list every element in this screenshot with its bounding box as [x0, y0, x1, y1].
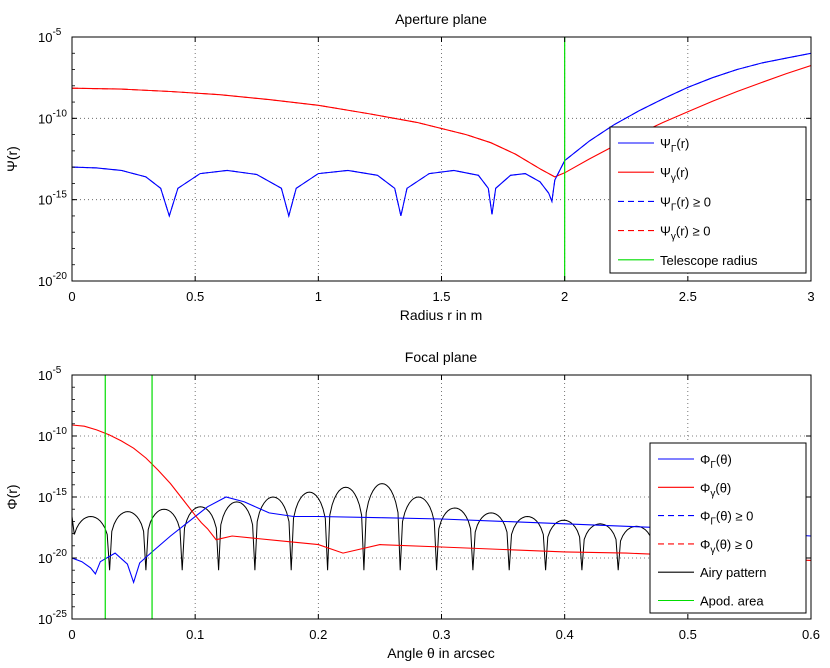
x-tick-label: 1.5 — [432, 289, 450, 304]
legend-box — [609, 126, 807, 274]
legend-label: Apod. area — [700, 594, 764, 609]
legend-box — [649, 442, 807, 614]
x-tick-label: 0.2 — [309, 627, 327, 642]
aperture-x-ticks: 0 0.5 1 1.5 2 2.5 3 — [68, 37, 815, 304]
legend-label: ΨΓ(r) ≥ 0 — [660, 194, 711, 213]
y-tick-label: 10-20 — [38, 271, 67, 289]
focal-chart-title: Focal plane — [405, 349, 478, 365]
legend-label: Telescope radius — [660, 253, 758, 268]
y-tick-label: 10-25 — [38, 609, 67, 627]
aperture-y-label: Ψ(r) — [4, 146, 20, 172]
y-tick-label: 10-15 — [38, 190, 67, 208]
focal-legend: ΦΓ(θ) Φγ(θ) ΦΓ(θ) ≥ 0 Φγ(θ) ≥ 0 Airy pattern… — [649, 442, 807, 614]
x-tick-label: 0.5 — [186, 289, 204, 304]
series-line-3 — [72, 87, 556, 178]
focal-x-label: Angle θ in arcsec — [387, 645, 494, 661]
y-tick-label: 10-5 — [38, 27, 62, 45]
x-tick-label: 0 — [68, 289, 75, 304]
focal-grid — [72, 375, 811, 619]
legend-label: ΦΓ(θ) ≥ 0 — [700, 509, 753, 528]
legend-label: ΦΓ(θ) — [700, 452, 732, 471]
aperture-chart-title: Aperture plane — [395, 11, 487, 27]
x-tick-label: 2 — [561, 289, 568, 304]
x-tick-label: 0.4 — [556, 627, 574, 642]
y-tick-label: 10-15 — [38, 487, 67, 505]
series-line-2 — [72, 52, 811, 218]
x-tick-label: 0 — [68, 627, 75, 642]
aperture-x-label: Radius r in m — [400, 307, 482, 323]
y-tick-label: 10-20 — [38, 548, 67, 566]
focal-y-ticks: 10-5 10-10 10-15 10-20 10-25 — [38, 365, 811, 627]
y-tick-label: 10-5 — [38, 365, 62, 383]
x-tick-label: 0.1 — [186, 627, 204, 642]
x-tick-label: 0.3 — [432, 627, 450, 642]
y-tick-label: 10-10 — [38, 426, 67, 444]
focal-y-label: Φ(r) — [4, 484, 20, 509]
aperture-y-ticks: 10-5 10-10 10-15 10-20 — [38, 27, 811, 289]
series-line-1 — [72, 64, 811, 178]
x-tick-label: 2.5 — [679, 289, 697, 304]
legend-label: Ψγ(r) — [660, 165, 689, 184]
legend-label: ΨΓ(r) — [660, 136, 689, 155]
legend-label: Ψγ(r) ≥ 0 — [660, 224, 710, 243]
y-tick-label: 10-10 — [38, 108, 67, 126]
legend-label: Φγ(θ) ≥ 0 — [700, 537, 753, 556]
series-line-0 — [72, 496, 811, 585]
legend-label: Φγ(θ) — [700, 480, 731, 499]
x-tick-label: 0.6 — [802, 627, 820, 642]
focal-chart: Focal plane 0 0.1 0.2 0.3 0.4 0.5 0.6 10-5 10-1… — [4, 349, 820, 661]
focal-x-ticks: 0 0.1 0.2 0.3 0.4 0.5 0.6 — [68, 375, 820, 642]
aperture-chart: Aperture plane 0 0.5 1 1.5 2 2.5 3 10-510-1010… — [4, 11, 815, 323]
aperture-series — [72, 37, 811, 281]
x-tick-label: 1 — [315, 289, 322, 304]
x-tick-label: 3 — [807, 289, 814, 304]
series-line-1 — [72, 424, 811, 561]
aperture-legend: ΨΓ(r) Ψγ(r) ΨΓ(r) ≥ 0 Ψγ(r) ≥ 0 Telescope ra… — [609, 126, 807, 274]
legend-label: Airy pattern — [700, 565, 766, 580]
x-tick-label: 0.5 — [679, 627, 697, 642]
